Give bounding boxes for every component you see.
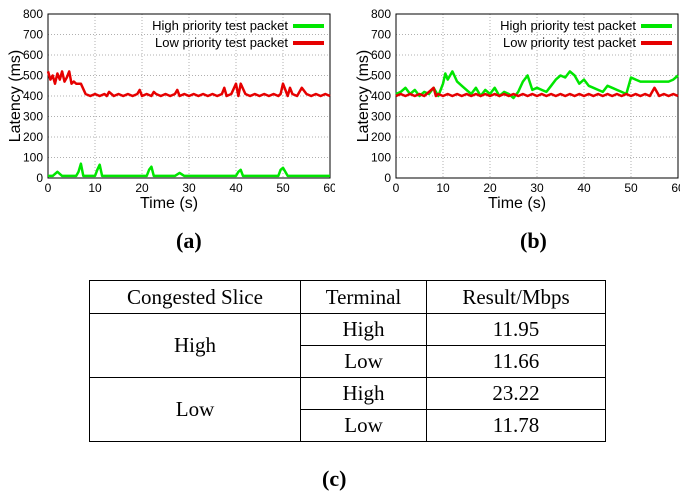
cell-slice-high: High: [89, 313, 301, 378]
cell-result: 11.66: [426, 345, 606, 378]
figure-caption-b: (b): [520, 228, 547, 253]
x-tick-label: 20: [135, 181, 149, 195]
y-tick-label: 100: [23, 151, 43, 165]
cell-result: 11.78: [426, 409, 606, 442]
y-tick-label: 800: [23, 7, 43, 21]
latency-chart-a: 0 100 200 300 400 500 600 700 800 0 10 20 30 40 50 60 Hi…: [7, 7, 335, 212]
y-tick-label: 200: [371, 130, 391, 144]
y-tick-label: 700: [371, 28, 391, 42]
y-tick-label: 0: [36, 171, 43, 185]
table-header-row: Congested Slice Terminal Result/Mbps: [89, 280, 606, 314]
x-tick-label: 0: [393, 181, 400, 195]
x-axis-label: Time (s): [140, 195, 198, 212]
x-tick-label: 30: [182, 181, 196, 195]
latency-chart-b: 0 100 200 300 400 500 600 700 800 0 10 20 30 40 50 60 Hi…: [355, 7, 680, 212]
x-tick-label: 50: [276, 181, 290, 195]
y-axis-label: Latency (ms): [355, 50, 372, 142]
legend-label: Low priority test packet: [155, 35, 288, 50]
table-row: High High 11.95: [89, 313, 606, 378]
x-tick-label: 0: [45, 181, 52, 195]
cell-result: 11.95: [426, 313, 606, 346]
series-line: [395, 86, 679, 98]
y-tick-label: 700: [23, 28, 43, 42]
figure-caption-a: (a): [176, 228, 202, 253]
x-tick-label: 60: [671, 181, 680, 195]
table-row: Low High 23.22: [89, 377, 606, 442]
y-tick-label: 300: [371, 110, 391, 124]
x-tick-label: 40: [229, 181, 243, 195]
y-tick-label: 600: [371, 48, 391, 62]
cell-terminal: High: [300, 313, 427, 346]
x-tick-label: 30: [530, 181, 544, 195]
legend-label: High priority test packet: [152, 18, 288, 33]
x-tick-label: 20: [483, 181, 497, 195]
series-line: [395, 70, 679, 100]
y-axis-label: Latency (ms): [7, 50, 24, 142]
cell-terminal: High: [300, 377, 427, 410]
cell-result: 23.22: [426, 377, 606, 410]
y-tick-label: 200: [23, 130, 43, 144]
y-tick-label: 800: [371, 7, 391, 21]
header-result: Result/Mbps: [426, 280, 606, 314]
y-tick-label: 600: [23, 48, 43, 62]
table-row: Low 11.66: [90, 345, 606, 378]
table-row: Low 11.78: [90, 409, 606, 442]
series-line: [46, 70, 331, 98]
x-tick-label: 10: [436, 181, 450, 195]
cell-slice-low: Low: [89, 377, 301, 442]
x-tick-label: 50: [624, 181, 638, 195]
series-line: [48, 162, 330, 178]
x-axis-label: Time (s): [488, 195, 546, 212]
y-tick-label: 300: [23, 110, 43, 124]
y-tick-label: 0: [384, 171, 391, 185]
throughput-table: Congested Slice Terminal Result/Mbps Hig…: [89, 280, 606, 442]
x-tick-label: 60: [323, 181, 335, 195]
x-tick-label: 10: [88, 181, 102, 195]
header-terminal: Terminal: [300, 280, 427, 314]
y-tick-label: 400: [23, 89, 43, 103]
cell-terminal: Low: [300, 345, 427, 378]
header-congested-slice: Congested Slice: [89, 280, 301, 314]
y-tick-label: 500: [23, 69, 43, 83]
legend-label: Low priority test packet: [503, 35, 636, 50]
y-tick-label: 500: [371, 69, 391, 83]
legend-label: High priority test packet: [500, 18, 636, 33]
cell-terminal: Low: [300, 409, 427, 442]
y-tick-label: 100: [371, 151, 391, 165]
x-tick-label: 40: [577, 181, 591, 195]
figure-caption-c: (c): [322, 466, 347, 491]
y-tick-label: 400: [371, 89, 391, 103]
